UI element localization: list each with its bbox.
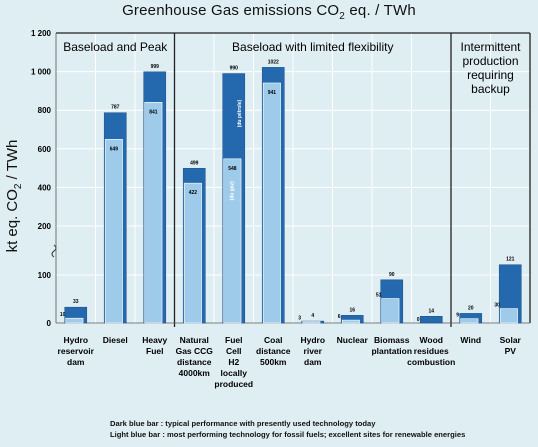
y-tick-label: 400: [38, 183, 52, 192]
category-label: Fuel: [146, 346, 163, 356]
data-label-dark: 990: [230, 66, 239, 72]
data-label-light: 941: [268, 90, 277, 96]
category-label: combustion: [407, 357, 455, 367]
category-label: Heavy: [142, 335, 167, 345]
category-label: locally: [221, 368, 248, 378]
legend-item-dark: Dark blue bar : typical performance with…: [110, 419, 376, 428]
category-label: distance: [177, 357, 212, 367]
legend: Dark blue bar : typical performance with…: [110, 418, 465, 440]
category-label: Solar: [500, 335, 522, 345]
category-label: 500km: [260, 357, 287, 367]
category-label: Nuclear: [337, 335, 369, 345]
category-label: 4000km: [179, 368, 211, 378]
data-label-light: 0: [417, 317, 420, 323]
bar-light: [341, 319, 360, 324]
data-label-dark: 16: [349, 307, 355, 313]
bar-light: [183, 182, 202, 324]
data-label-dark: 499: [190, 160, 199, 166]
category-label: plantation: [371, 346, 412, 356]
group-label: Baseload and Peak: [63, 40, 168, 54]
category-label: Coal: [264, 335, 282, 345]
category-label: Diesel: [103, 335, 128, 345]
data-label-light: 3: [298, 316, 301, 322]
bar-light: [223, 158, 242, 324]
category-label: Biomass: [374, 335, 410, 345]
category-label: reservoir: [58, 346, 95, 356]
y-tick-label: 1 200: [31, 29, 52, 38]
y-tick-label: 600: [38, 145, 52, 154]
category-label: Gas CCG: [176, 346, 214, 356]
bar-dark: [419, 316, 443, 324]
axis-break-mark: [51, 244, 57, 258]
data-label-dark: 33: [73, 299, 79, 305]
y-tick-label: 100: [38, 271, 52, 280]
y-tick-label: 1 000: [31, 68, 52, 77]
data-label-light: 30: [494, 303, 500, 309]
category-label: dam: [304, 357, 322, 367]
category-label: Wood: [420, 335, 443, 345]
data-label-dark: 20: [468, 305, 474, 311]
bar-light: [302, 321, 321, 324]
category-label: produced: [214, 379, 253, 389]
bar-light: [262, 82, 281, 324]
data-label-light: 10: [60, 312, 66, 318]
legend-item-light: Light blue bar : most performing technol…: [110, 430, 466, 439]
data-label-light: 9: [456, 313, 459, 319]
bar-light: [499, 308, 518, 324]
category-label: H2: [228, 357, 239, 367]
bar-note: (du pétrole): [237, 99, 243, 127]
group-label: production: [462, 54, 518, 68]
data-label-light: 649: [110, 146, 119, 152]
data-label-dark: 1022: [268, 59, 279, 65]
data-label-dark: 121: [506, 257, 515, 263]
category-label: PV: [505, 346, 517, 356]
category-label: Wind: [460, 335, 481, 345]
bar-light: [381, 298, 400, 324]
y-tick-label: 800: [38, 106, 52, 115]
category-label: residues: [414, 346, 449, 356]
data-label-light: 51: [376, 293, 382, 299]
data-label-dark: 4: [311, 313, 314, 319]
category-label: Hydro: [63, 335, 88, 345]
data-label-dark: 90: [389, 272, 395, 278]
category-label: dam: [67, 357, 85, 367]
data-label-light: 548: [228, 166, 237, 172]
group-label: Baseload with limited flexibility: [232, 40, 393, 54]
bar-light: [144, 101, 163, 324]
bar-light: [104, 139, 123, 324]
y-tick-label: 0: [47, 319, 52, 328]
group-label: requiring: [467, 68, 514, 82]
data-label-dark: 999: [151, 64, 160, 70]
bar-note: (du gaz): [229, 181, 235, 200]
group-label: backup: [471, 82, 510, 96]
data-label-dark: 787: [111, 105, 120, 111]
category-label: distance: [256, 346, 291, 356]
y-tick-label: 200: [38, 222, 52, 231]
category-label: Cell: [226, 346, 242, 356]
bar-light: [460, 318, 479, 324]
category-label: Hydro: [300, 335, 325, 345]
data-label-light: 6: [338, 314, 341, 320]
category-label: river: [304, 346, 323, 356]
bar-light: [65, 317, 84, 324]
category-label: Natural: [180, 335, 209, 345]
data-label-light: 422: [189, 190, 198, 196]
category-label: Fuel: [225, 335, 242, 345]
chart-title: Greenhouse Gas emissions CO2 eq. / TWh: [122, 2, 416, 22]
group-label: Intermittent: [460, 40, 521, 54]
data-label-dark: 14: [428, 308, 434, 314]
data-label-light: 841: [149, 109, 158, 115]
